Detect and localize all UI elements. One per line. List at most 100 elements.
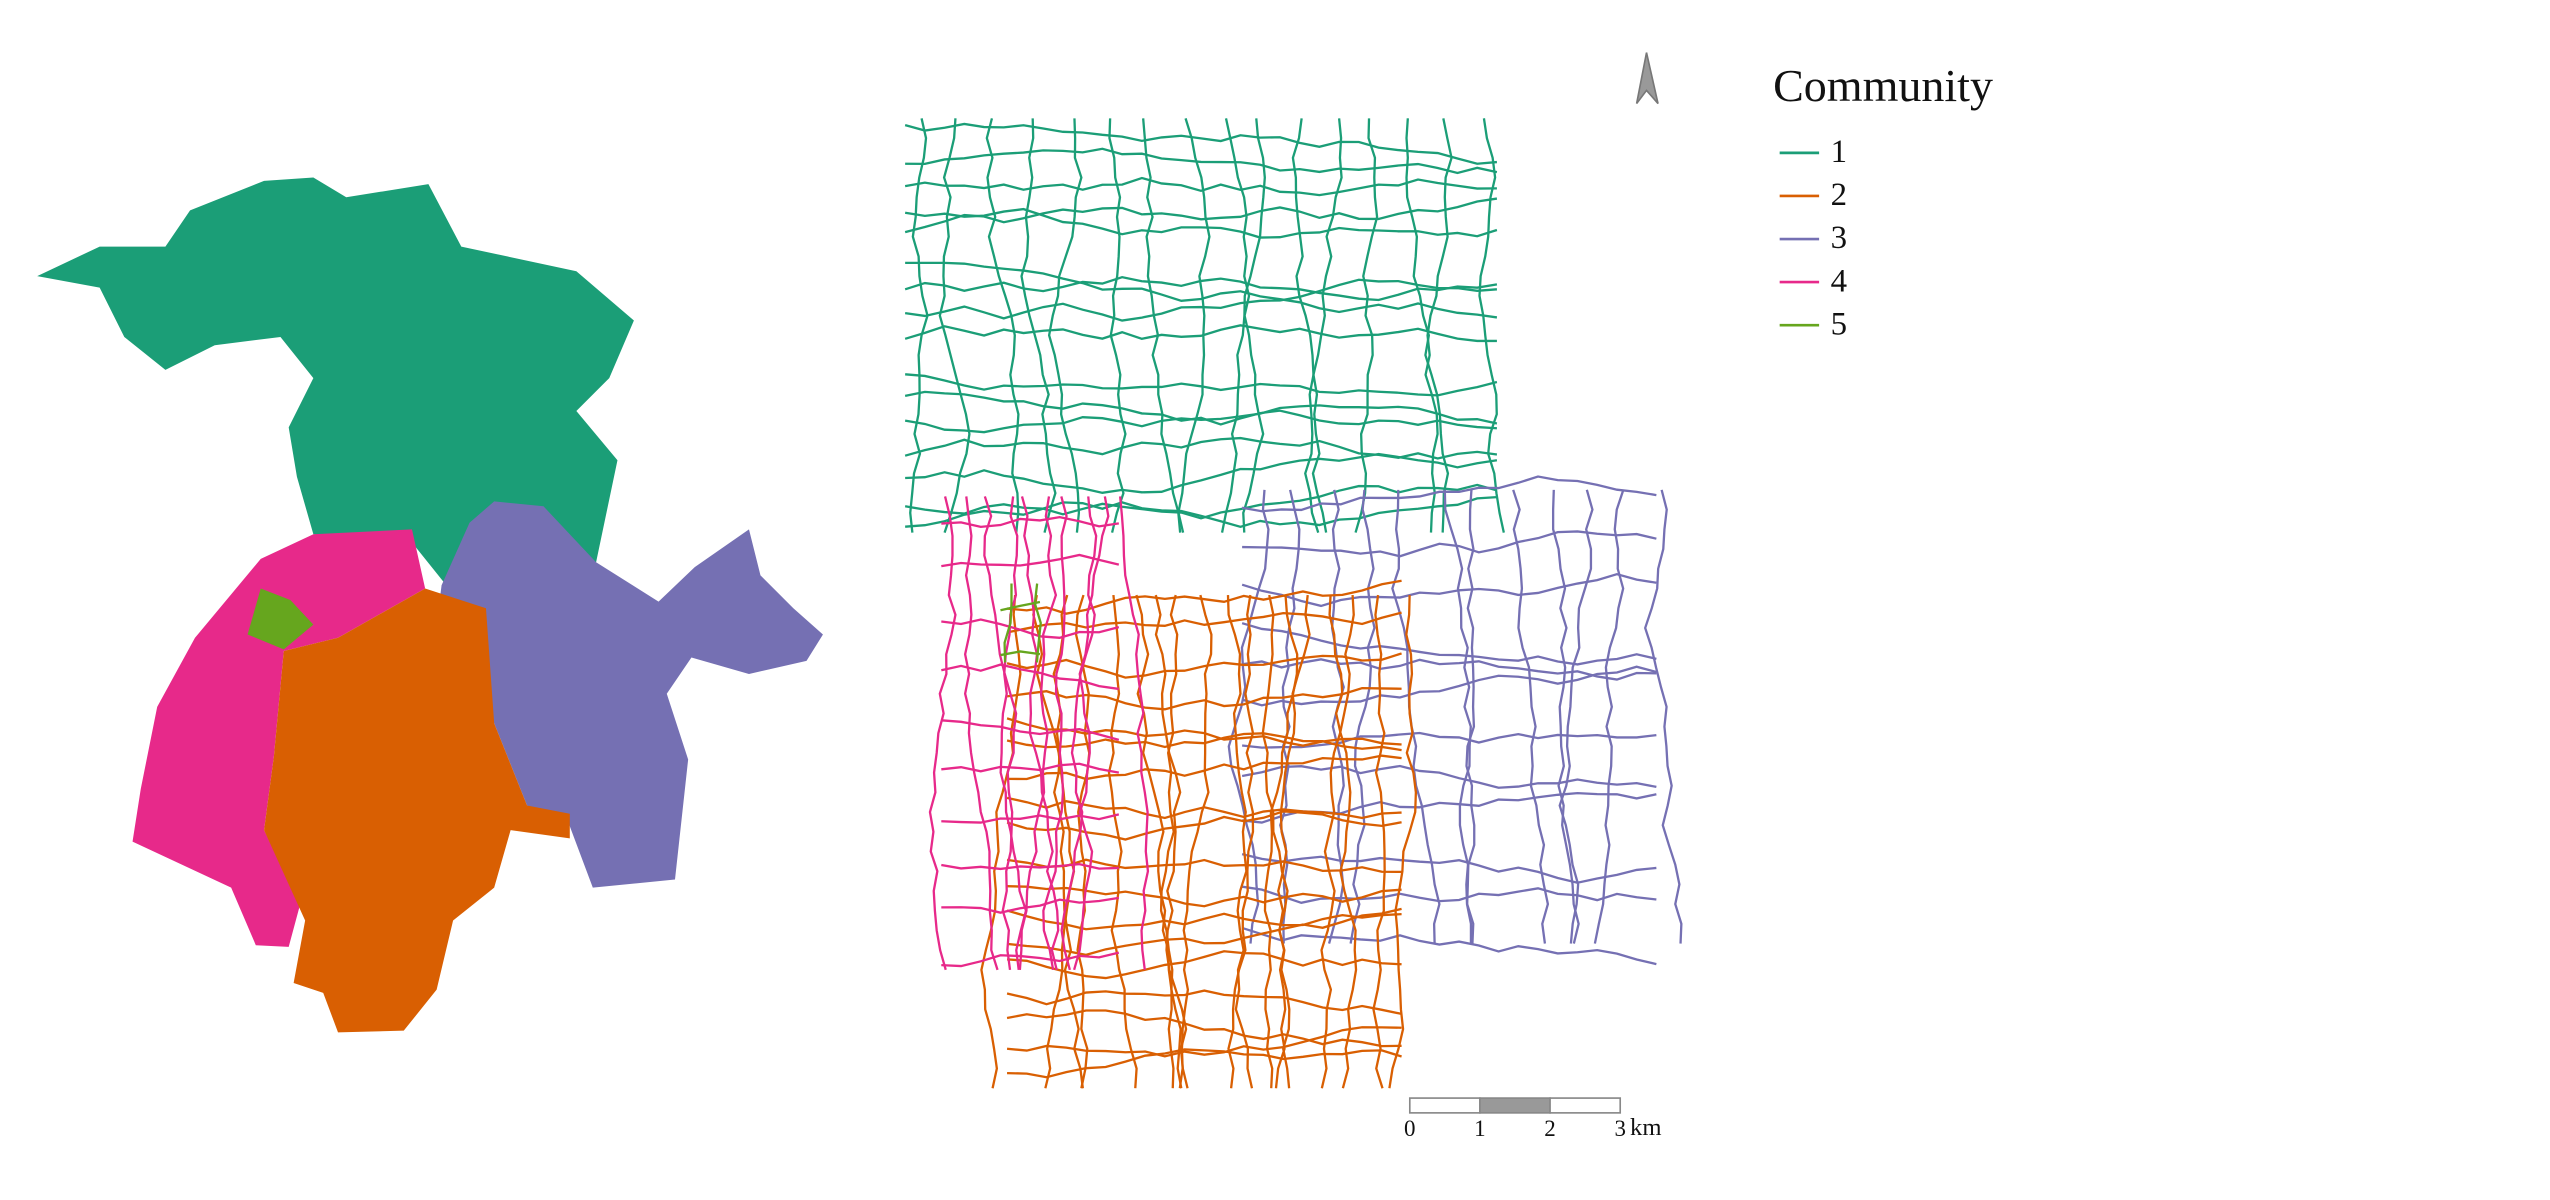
- road: [1007, 1048, 1402, 1079]
- community-areas: [37, 177, 823, 1033]
- road: [1042, 496, 1068, 971]
- road: [941, 618, 1120, 639]
- scale-segment: [1479, 1097, 1551, 1114]
- road: [1241, 731, 1657, 749]
- road: [904, 122, 1498, 165]
- road: [1020, 496, 1060, 971]
- road: [941, 813, 1120, 824]
- road: [928, 496, 957, 971]
- road: [1074, 594, 1091, 1089]
- road: [1274, 594, 1311, 1089]
- road: [1006, 950, 1402, 980]
- road: [963, 496, 999, 971]
- community-area: [132, 529, 426, 947]
- road: [1372, 594, 1386, 1089]
- road: [1060, 496, 1098, 971]
- community-area: [247, 588, 314, 650]
- road-network: [904, 118, 1683, 1089]
- community-area: [264, 588, 570, 1033]
- scale-segment: [1549, 1097, 1622, 1114]
- road: [905, 147, 1498, 175]
- road: [1241, 572, 1657, 608]
- road: [909, 118, 929, 533]
- road: [904, 324, 1497, 343]
- road: [941, 553, 1120, 568]
- road: [983, 496, 1018, 971]
- road: [1551, 489, 1580, 944]
- road: [1558, 489, 1594, 944]
- road: [1593, 489, 1625, 944]
- road: [1241, 622, 1657, 666]
- scale-label: 2: [1544, 1115, 1556, 1141]
- road: [1512, 489, 1550, 944]
- road: [1241, 853, 1657, 884]
- road: [1177, 118, 1211, 533]
- road: [1227, 489, 1270, 944]
- road: [1465, 489, 1476, 944]
- scale-label: 1: [1474, 1115, 1486, 1141]
- road: [905, 452, 1498, 494]
- road: [1241, 764, 1657, 789]
- road: [1006, 1009, 1402, 1048]
- road: [1020, 118, 1057, 533]
- road: [1003, 583, 1013, 663]
- road: [1320, 595, 1355, 1089]
- road: [938, 118, 971, 533]
- road: [904, 207, 1498, 239]
- road: [1241, 665, 1657, 707]
- road: [905, 261, 1498, 319]
- road: [1241, 926, 1657, 966]
- scale-unit: km: [1630, 1114, 1662, 1141]
- road: [1241, 791, 1657, 824]
- road: [1424, 118, 1453, 533]
- road: [904, 278, 1498, 322]
- road: [1643, 489, 1683, 944]
- road: [904, 197, 1498, 234]
- legend-label: 3: [1831, 220, 1847, 256]
- road: [904, 436, 1498, 460]
- road: [1241, 885, 1657, 904]
- road: [1006, 907, 1402, 957]
- road: [1033, 583, 1042, 663]
- legend-label: 2: [1831, 177, 1847, 213]
- road: [1047, 118, 1083, 533]
- road: [1007, 885, 1402, 908]
- road: [941, 663, 1119, 691]
- road: [1073, 496, 1110, 971]
- road: [1178, 594, 1213, 1089]
- scale-bar: 0 1 2 3 km: [1404, 1097, 1662, 1141]
- legend-title: Community: [1773, 60, 1993, 111]
- road: [941, 762, 1120, 774]
- road: [1311, 118, 1343, 533]
- road: [1241, 658, 1657, 681]
- legend: 1 2 3 4 5: [1779, 134, 1847, 342]
- road: [1006, 686, 1402, 711]
- road: [1154, 594, 1189, 1089]
- community-area: [37, 177, 634, 584]
- community-area: [436, 501, 823, 888]
- road: [905, 373, 1498, 397]
- road: [904, 404, 1498, 434]
- road: [1006, 909, 1402, 931]
- road: [1135, 594, 1175, 1089]
- road: [1241, 475, 1657, 513]
- road: [1226, 595, 1254, 1089]
- road: [1032, 594, 1076, 1089]
- road: [1006, 611, 1402, 634]
- road: [1000, 650, 1041, 657]
- road: [980, 594, 1022, 1089]
- legend-label: 1: [1831, 134, 1847, 170]
- road: [1000, 600, 1041, 612]
- road: [1261, 594, 1291, 1089]
- road: [1291, 118, 1320, 533]
- road: [1006, 1026, 1402, 1058]
- road: [1220, 118, 1266, 533]
- north-arrow: [1635, 52, 1659, 105]
- scale-label: 3: [1614, 1115, 1626, 1141]
- road: [1006, 810, 1402, 841]
- road: [1388, 595, 1418, 1089]
- road: [904, 176, 1497, 197]
- road: [1006, 989, 1402, 1016]
